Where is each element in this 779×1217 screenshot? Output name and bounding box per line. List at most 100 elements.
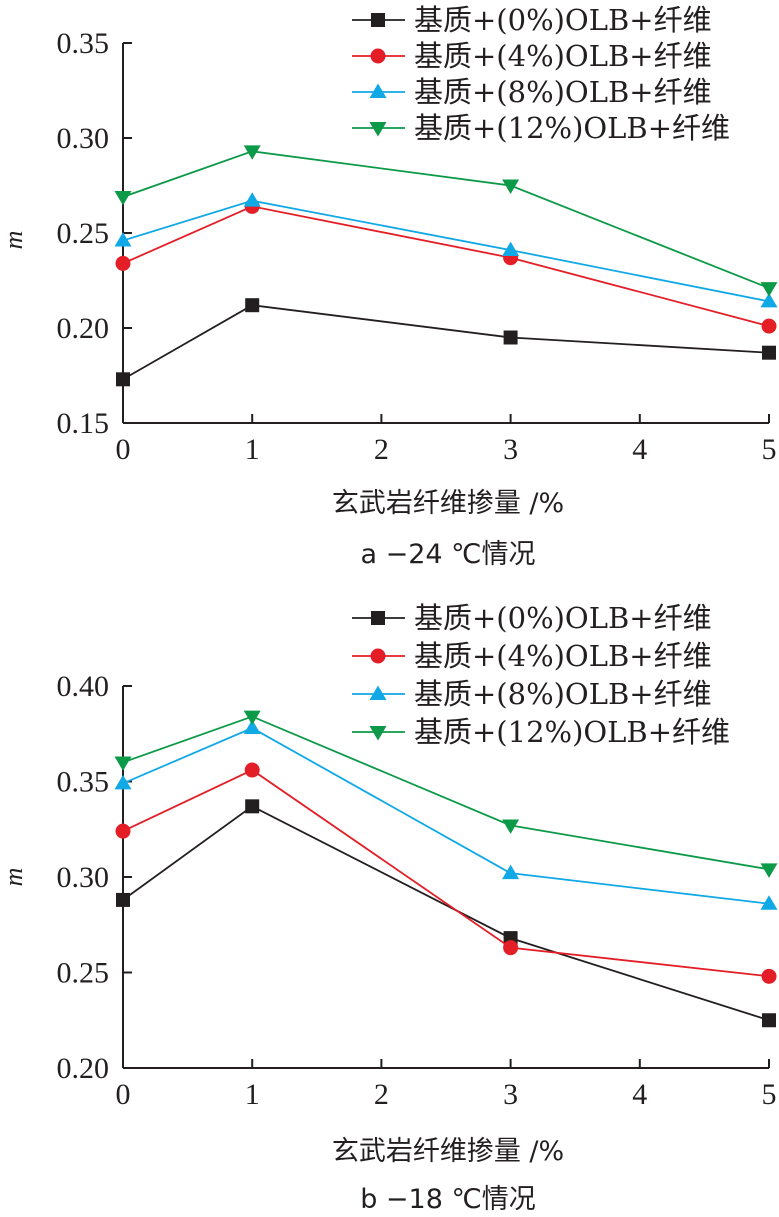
chart-a-series-0	[116, 298, 776, 387]
chart-b-y-tick-label: 0.35	[57, 766, 110, 799]
chart-b-legend-item: 基质+(8%)OLB+纤维	[352, 677, 712, 711]
chart-b-legend-label: 基质+(12%)OLB+纤维	[414, 715, 730, 749]
chart-b-data-point	[502, 819, 520, 834]
chart-a-data-point	[116, 372, 130, 387]
chart-b-legend-label: 基质+(4%)OLB+纤维	[414, 639, 712, 673]
chart-b-legend-item: 基质+(12%)OLB+纤维	[352, 715, 730, 749]
chart-a-legend-marker	[370, 48, 386, 64]
chart-a-series-1	[115, 198, 777, 334]
chart-a-data-point	[115, 255, 131, 271]
chart-b-data-point	[244, 762, 260, 778]
chart-a-data-point	[114, 190, 132, 206]
chart-a-ticks: 0.15 0.20 0.25 0.30 0.35 0 1 2 3 4 5	[57, 27, 777, 466]
chart-a-series-line	[122, 150, 770, 289]
chart-b-legend-marker	[370, 648, 386, 664]
chart-b-y-axis-label: m	[0, 868, 28, 887]
chart-a-x-tick-label: 1	[245, 433, 260, 466]
chart-b-legend-label: 基质+(0%)OLB+纤维	[414, 601, 712, 635]
chart-a-data-point	[761, 318, 777, 334]
chart-b-data-point	[503, 940, 519, 956]
chart-a-x-tick-label: 3	[503, 433, 518, 466]
chart-a-data-point	[243, 192, 261, 207]
chart-b-data-point	[243, 710, 261, 726]
chart-a-series-line	[122, 199, 770, 303]
chart-a-data-point	[114, 232, 132, 247]
chart-b-series-line	[122, 805, 770, 1022]
chart-b-x-tick-label: 0	[116, 1078, 131, 1111]
chart-b-series-line	[122, 715, 770, 871]
chart-b: 0.20 0.25 0.30 0.35 0.40 0 1 2 3 4 5 基质+(0%)OLB+纤维…	[0, 601, 778, 1215]
chart-b-data-point	[114, 756, 132, 771]
chart-b-series-line	[122, 769, 770, 978]
chart-a-series-line	[122, 205, 770, 327]
chart-a-series	[114, 145, 778, 387]
chart-a-caption: a −24 ℃情况	[360, 539, 535, 570]
chart-a-legend-label: 基质+(4%)OLB+纤维	[414, 39, 712, 73]
chart-b-series-1	[115, 762, 777, 984]
chart-a-legend-item: 基质+(0%)OLB+纤维	[352, 3, 712, 37]
chart-b-x-tick-label: 3	[503, 1078, 518, 1111]
chart-a-data-point	[245, 298, 260, 313]
chart-a-y-tick-label: 0.15	[57, 407, 110, 440]
chart-b-data-point	[115, 823, 131, 839]
chart-b-legend-item: 基质+(0%)OLB+纤维	[352, 601, 712, 635]
chart-b-caption: b −18 ℃情况	[360, 1184, 536, 1215]
chart-b-series	[114, 710, 778, 1028]
chart-b-legend-marker	[369, 685, 387, 700]
chart-a-data-point	[760, 292, 778, 308]
chart-a-legend-marker	[371, 13, 385, 27]
chart-a-legend-label: 基质+(0%)OLB+纤维	[414, 3, 712, 37]
chart-a-series-2	[114, 192, 778, 308]
chart-a-y-axis-label: m	[0, 231, 28, 250]
chart-a-data-point	[502, 179, 520, 194]
chart-b-data-point	[114, 774, 132, 790]
chart-a-y-tick-label: 0.30	[57, 122, 110, 155]
chart-b-x-tick-label: 2	[374, 1078, 389, 1111]
chart-b-legend: 基质+(0%)OLB+纤维基质+(4%)OLB+纤维基质+(8%)OLB+纤维基…	[352, 601, 730, 749]
chart-a-x-axis-label: 玄武岩纤维掺量 /%	[332, 488, 564, 519]
chart-b-ticks: 0.20 0.25 0.30 0.35 0.40 0 1 2 3 4 5	[57, 670, 777, 1111]
chart-a-y-tick-label: 0.35	[57, 27, 110, 60]
chart-a-x-tick-label: 0	[116, 433, 131, 466]
chart-a-legend-marker	[369, 122, 387, 137]
chart-b-legend-label: 基质+(8%)OLB+纤维	[414, 677, 712, 711]
chart-b-x-axis-label: 玄武岩纤维掺量 /%	[332, 1136, 564, 1167]
chart-b-data-point	[762, 1013, 776, 1028]
chart-a-legend: 基质+(0%)OLB+纤维基质+(4%)OLB+纤维基质+(8%)OLB+纤维基…	[352, 3, 730, 145]
chart-b-data-point	[760, 863, 778, 878]
chart-b-x-tick-label: 4	[632, 1078, 647, 1111]
chart-a-data-point	[760, 282, 778, 297]
chart-b-data-point	[116, 892, 130, 907]
chart-a-data-point	[502, 241, 520, 257]
chart-b-data-point	[243, 719, 261, 734]
chart-b-y-tick-label: 0.40	[57, 670, 110, 703]
chart-b-data-point	[761, 968, 777, 984]
chart-a-series-line	[122, 304, 770, 381]
chart-a-legend-item: 基质+(4%)OLB+纤维	[352, 39, 712, 73]
chart-b-y-tick-label: 0.30	[57, 861, 110, 894]
chart-a-x-tick-label: 5	[762, 433, 777, 466]
chart-b-legend-marker	[371, 611, 385, 625]
chart-a-x-tick-label: 4	[632, 433, 647, 466]
chart-b-data-point	[760, 895, 778, 910]
chart-a-legend-label: 基质+(12%)OLB+纤维	[414, 111, 730, 145]
chart-a-legend-marker	[369, 83, 387, 98]
chart-b-series-2	[114, 719, 778, 910]
chart-a-y-tick-label: 0.25	[57, 217, 110, 250]
chart-b-series-line	[122, 727, 770, 905]
chart-b-data-point	[502, 864, 520, 880]
chart-b-series-3	[114, 710, 778, 878]
chart-b-data-point	[245, 799, 260, 814]
chart-a-data-point	[243, 145, 261, 160]
chart-b-legend-marker	[369, 726, 387, 741]
chart-b-series-0	[116, 799, 776, 1028]
chart-a-legend-label: 基质+(8%)OLB+纤维	[414, 75, 712, 109]
chart-a-legend-item: 基质+(8%)OLB+纤维	[352, 75, 712, 109]
chart-a-data-point	[503, 330, 518, 345]
chart-a-y-tick-label: 0.20	[57, 312, 110, 345]
chart-a-legend-item: 基质+(12%)OLB+纤维	[352, 111, 730, 145]
chart-a-series-3	[114, 145, 778, 297]
chart-b-legend-item: 基质+(4%)OLB+纤维	[352, 639, 712, 673]
chart-a-data-point	[762, 345, 776, 360]
chart-b-x-tick-label: 1	[245, 1078, 260, 1111]
